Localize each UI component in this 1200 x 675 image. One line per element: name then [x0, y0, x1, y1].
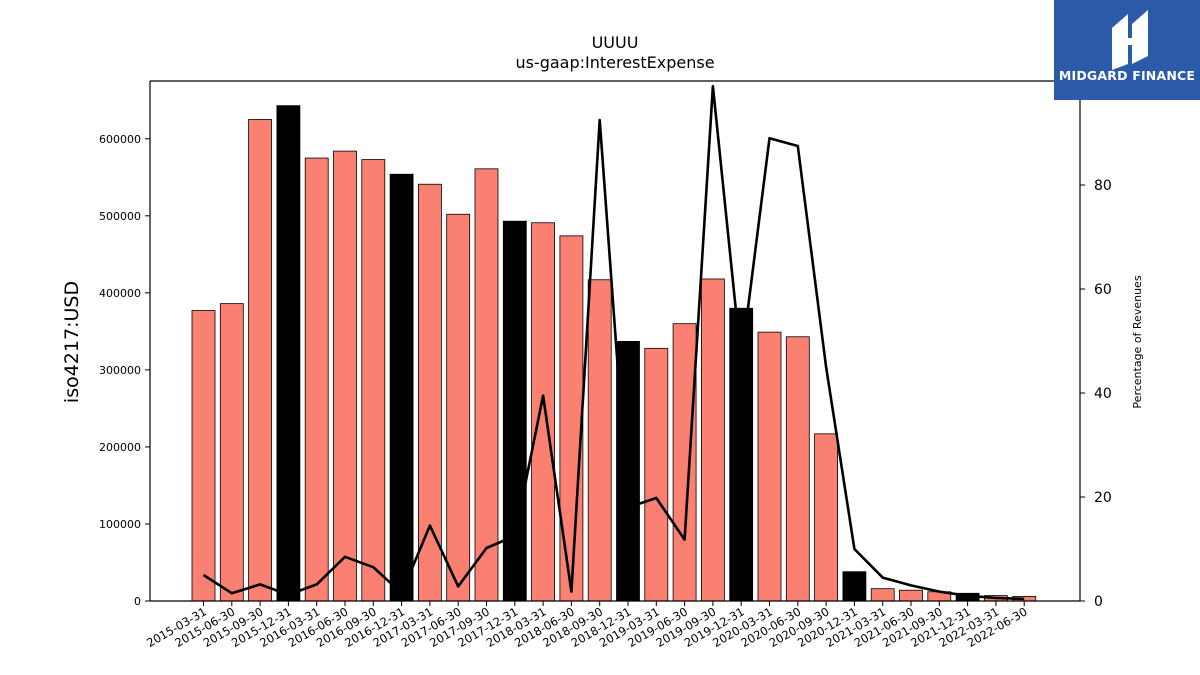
company-logo: MIDGARD FINANCE [1054, 0, 1200, 100]
bar [587, 279, 612, 602]
bar [814, 433, 838, 602]
bar [219, 303, 244, 602]
bar [644, 347, 669, 602]
bar [389, 173, 414, 602]
bar [191, 310, 216, 602]
y-tick-label: 600000 [99, 133, 141, 146]
y2-axis-label: Percentage of Revenues [1131, 275, 1144, 408]
y-tick-label: 200000 [99, 441, 141, 454]
bar [446, 213, 471, 602]
bar [333, 150, 357, 602]
bar [672, 323, 697, 602]
y2-tick-label: 40 [1094, 386, 1112, 402]
chart-subtitle: us-gaap:InterestExpense [515, 53, 714, 72]
y-tick-label: 0 [134, 595, 141, 608]
line-series [202, 84, 1025, 601]
bar [276, 105, 301, 602]
bar-series [191, 105, 1037, 602]
percentage-line [202, 84, 1025, 601]
bar [701, 278, 725, 602]
axes: 0 100000 200000 300000 400000 500000 600000 0 20… [99, 74, 1121, 650]
bar [361, 159, 386, 602]
bar [248, 119, 273, 602]
bar [531, 222, 555, 602]
y2-tick-label: 80 [1094, 178, 1112, 194]
logo-text: MIDGARD FINANCE [1058, 68, 1196, 83]
y-tick-label: 100000 [99, 518, 141, 531]
bar [842, 571, 867, 602]
bar [899, 589, 923, 602]
y2-tick-label: 20 [1094, 490, 1112, 506]
bar [304, 157, 329, 602]
y2-tick-label: 0 [1094, 594, 1103, 610]
bar [474, 168, 499, 602]
bar [502, 220, 527, 602]
bar [870, 588, 895, 602]
y-tick-label: 400000 [99, 287, 141, 300]
bar [785, 336, 810, 602]
logo-mark-icon [1112, 10, 1148, 70]
y-tick-label: 500000 [99, 210, 141, 223]
y-axis-label: iso4217:USD [61, 281, 83, 403]
bar [757, 331, 782, 602]
y2-tick-label: 60 [1094, 282, 1112, 298]
chart-title: UUUU [592, 33, 639, 52]
bar [559, 235, 584, 602]
bar [417, 183, 442, 602]
y-tick-label: 300000 [99, 364, 141, 377]
